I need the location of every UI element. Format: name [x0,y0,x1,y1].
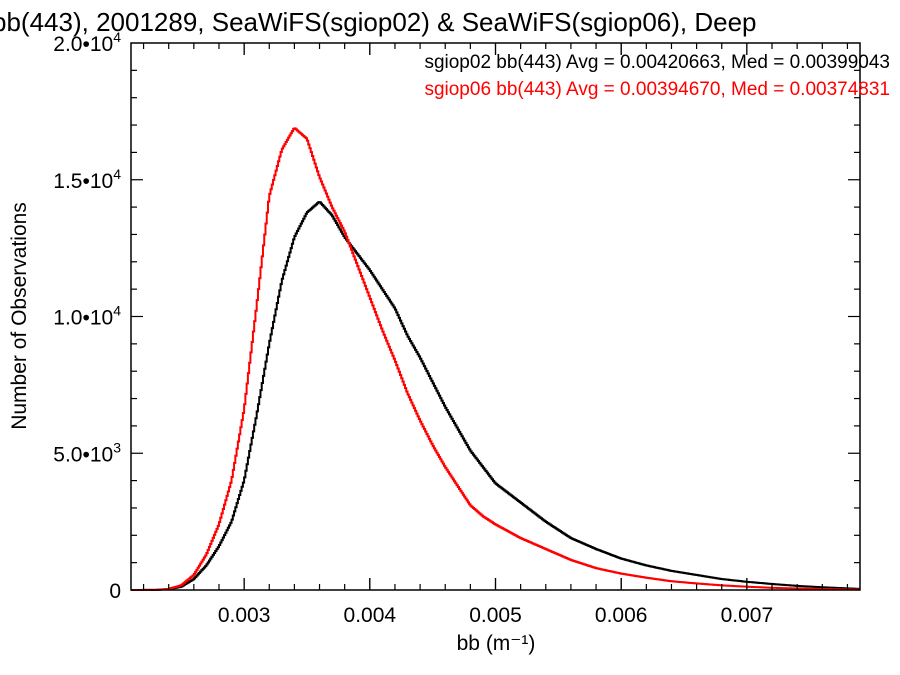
y-tick-label: 5.0•103 [53,439,121,466]
chart-title: bb(443), 2001289, SeaWiFS(sgiop02) & Sea… [0,7,757,37]
plot-frame [130,42,861,591]
axis-tick-labels: 0.003 0.004 0.005 0.006 0.007 0 5.0•103 1.0•104… [53,29,773,627]
x-tick-label: 0.006 [595,604,648,627]
legend-entry-sgiop02: sgiop02 bb(443) Avg = 0.00420663, Med = … [424,52,890,73]
legend-entry-sgiop06: sgiop06 bb(443) Avg = 0.00394670, Med = … [424,79,890,100]
axis-ticks [131,43,860,590]
x-axis-title: bb (m⁻¹) [457,632,536,655]
series-line-sgiop02 [131,201,860,591]
x-tick-label: 0.003 [218,604,271,627]
y-tick-label: 0 [109,580,121,603]
x-tick-label: 0.004 [344,604,397,627]
x-tick-label: 0.005 [469,604,522,627]
series-group [131,127,860,591]
y-axis-title: Number of Observations [8,202,31,430]
series-line-sgiop06 [131,127,860,591]
y-tick-label: 1.5•104 [53,166,121,193]
y-tick-label: 1.0•104 [53,303,121,330]
x-tick-label: 0.007 [721,604,774,627]
y-tick-label: 2.0•104 [53,29,121,56]
